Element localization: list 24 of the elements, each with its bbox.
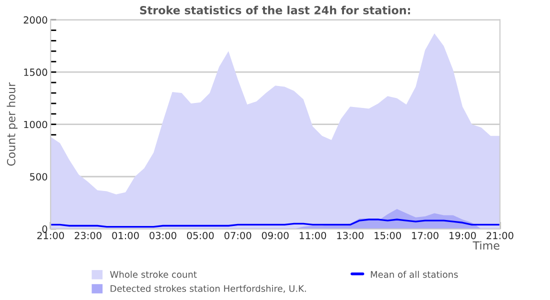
legend-label: Whole stroke count (110, 270, 197, 278)
y-tick-label: 1000 (24, 120, 48, 128)
x-tick-label: 15:00 (374, 232, 401, 240)
x-tick-label: 01:00 (112, 232, 139, 240)
x-axis-title: Time (472, 241, 500, 250)
y-tick-label: 2000 (24, 16, 48, 24)
x-tick-label: 17:00 (412, 232, 438, 240)
x-tick-label: 19:00 (450, 232, 476, 240)
y-tick-label: 1500 (24, 68, 48, 76)
y-tick-label: 0 (42, 225, 48, 233)
chart-title: Stroke statistics of the last 24h for station: (140, 6, 410, 14)
x-tick-label: 21:00 (486, 232, 514, 240)
y-tick-label: 500 (30, 173, 48, 180)
x-tick-label: 23:00 (74, 232, 102, 240)
x-tick-label: 07:00 (224, 232, 252, 240)
legend-label: Detected strokes station Hertfordshire, U.K. (110, 284, 306, 293)
y-axis-title: Count per hour (6, 82, 18, 166)
legend-label: Mean of all stations (370, 270, 458, 278)
x-tick-label: 05:00 (187, 232, 214, 240)
x-tick-label: 21:00 (37, 232, 64, 240)
x-tick-label: 03:00 (150, 232, 176, 240)
x-tick-label: 13:00 (337, 232, 364, 240)
x-tick-label: 09:00 (262, 232, 289, 240)
x-tick-label: 11:00 (300, 232, 326, 240)
